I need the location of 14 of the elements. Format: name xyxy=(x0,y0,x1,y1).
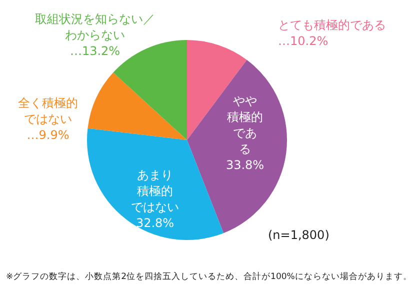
data-label: …9.9% xyxy=(26,128,70,142)
text: ※グラフの数字は、小数点第2位を四捨五入しているため、合計が100%にならない場合があります。 xyxy=(6,271,409,282)
data-label: …13.2% xyxy=(70,44,120,58)
slice-label: とても積極的である xyxy=(278,18,386,32)
data-label: …10.2% xyxy=(278,34,328,48)
slice-label: 取組状況を知らない／わからない xyxy=(35,12,155,42)
text: (n=1,800) xyxy=(268,228,330,242)
pie-slice xyxy=(87,128,224,240)
slice-label: 全く積極的ではない xyxy=(18,96,78,126)
data-label: 33.8% xyxy=(226,158,264,172)
slice-label: やや積極的である xyxy=(227,94,263,156)
pie-slice xyxy=(88,72,187,140)
slice-label: あまり積極的ではない xyxy=(131,168,179,214)
data-label: 32.8% xyxy=(136,216,174,230)
